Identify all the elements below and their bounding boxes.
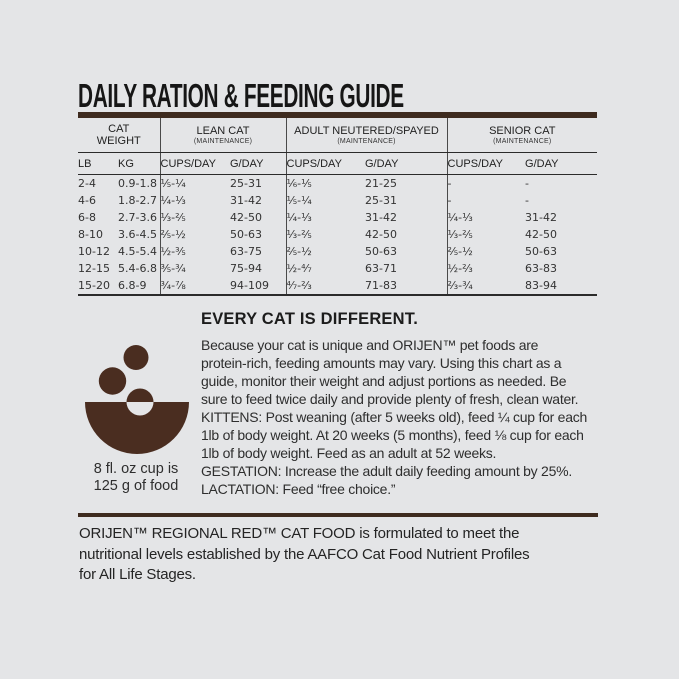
lean-cups: ¾-⅞: [159, 277, 230, 295]
every-cat-body: Because your cat is unique and ORIJEN™ p…: [201, 337, 588, 497]
table-row: 12-15 5.4-6.8 ⅗-¾ 75-94 ½-⁴⁄₇ 63-71 ½-⅔ …: [78, 260, 597, 277]
food-bowl-icon: [85, 345, 189, 454]
col-header-senior-g: G/DAY: [525, 152, 598, 175]
lb-range: 10-12: [78, 245, 110, 258]
col-header-adult-cups: CUPS/DAY: [285, 152, 365, 175]
lb-range: 15-20: [78, 279, 110, 292]
col-header-lb: LB: [78, 152, 118, 175]
col-header-lean-g: G/DAY: [230, 152, 286, 175]
senior-cups: ¼-⅓: [446, 209, 526, 226]
lean-cups: ⅓-⅖: [159, 209, 230, 226]
cat-weight-group-header: CAT WEIGHT: [78, 115, 160, 153]
senior-cups: ⅓-⅖: [446, 226, 526, 243]
col-header-senior-cups: CUPS/DAY: [446, 152, 526, 175]
lb-range: 12-15: [78, 262, 110, 275]
table-row: 2-4 0.9-1.8 ⅕-¼ 25-31 ⅙-⅕ 21-25 - -: [78, 174, 597, 192]
adult-g: 71-83: [365, 279, 397, 292]
lean-g: 25-31: [230, 177, 262, 190]
page-title: DAILY RATION & FEEDING GUIDE: [78, 77, 404, 114]
lean-g: 63-75: [230, 245, 262, 258]
senior-g: 42-50: [525, 228, 557, 241]
lean-g: 42-50: [230, 211, 262, 224]
table-row: 10-12 4.5-5.4 ½-⅗ 63-75 ⅖-½ 50-63 ⅖-½ 50…: [78, 243, 597, 260]
lb-range: 4-6: [78, 194, 96, 207]
adult-maintenance-label: (MAINTENANCE): [337, 137, 396, 145]
senior-maintenance-label: (MAINTENANCE): [493, 137, 552, 145]
lean-g: 50-63: [230, 228, 262, 241]
footer-divider: [78, 513, 598, 517]
adult-cups: ⅖-½: [285, 243, 365, 260]
table-row: 6-8 2.7-3.6 ⅓-⅖ 42-50 ¼-⅓ 31-42 ¼-⅓ 31-4…: [78, 209, 597, 226]
senior-g: 83-94: [525, 279, 557, 292]
lean-g: 94-109: [230, 279, 269, 292]
lb-range: 8-10: [78, 228, 103, 241]
group-header-row: CAT WEIGHT LEAN CAT (MAINTENANCE) ADULT …: [78, 115, 598, 153]
senior-g: 63-83: [525, 262, 557, 275]
lb-range: 2-4: [78, 177, 96, 190]
adult-cups: ⅙-⅕: [285, 174, 365, 192]
senior-g: 50-63: [525, 245, 557, 258]
adult-g: 42-50: [365, 228, 397, 241]
adult-g: 63-71: [365, 262, 397, 275]
lean-cups: ½-⅗: [159, 243, 230, 260]
senior-g: 31-42: [525, 211, 557, 224]
column-header-row: LB KG CUPS/DAY G/DAY CUPS/DAY G/DAY CUPS…: [78, 152, 598, 175]
senior-group-header: SENIOR CAT (MAINTENANCE): [446, 115, 598, 153]
aafco-statement: ORIJEN™ REGIONAL RED™ CAT FOOD is formul…: [79, 525, 530, 583]
adult-cups: ⁴⁄₇-⅔: [285, 277, 365, 295]
adult-cups: ⅕-¼: [285, 192, 365, 209]
senior-label: SENIOR CAT: [489, 124, 556, 137]
senior-cups: ⅔-¾: [446, 277, 526, 295]
senior-cups: -: [446, 192, 526, 209]
kg-range: 5.4-6.8: [118, 262, 157, 275]
lean-cups: ⅕-¼: [159, 174, 230, 192]
cup-measure-note: 8 fl. oz cup is 125 g of food: [93, 461, 179, 494]
adult-group-header: ADULT NEUTERED/SPAYED (MAINTENANCE): [285, 115, 448, 153]
kg-range: 4.5-5.4: [118, 245, 157, 258]
adult-g: 21-25: [365, 177, 397, 190]
col-header-adult-g: G/DAY: [365, 152, 448, 175]
lean-cups: ⅗-¾: [159, 260, 230, 277]
senior-cups: ⅖-½: [446, 243, 526, 260]
kg-range: 1.8-2.7: [118, 194, 157, 207]
lean-cups: ⅖-½: [159, 226, 230, 243]
senior-cups: -: [446, 174, 526, 192]
kg-range: 6.8-9: [118, 279, 147, 292]
lean-cups: ¼-⅓: [159, 192, 230, 209]
table-row: 8-10 3.6-4.5 ⅖-½ 50-63 ⅓-⅖ 42-50 ⅓-⅖ 42-…: [78, 226, 597, 243]
adult-cups: ¼-⅓: [285, 209, 365, 226]
lean-g: 75-94: [230, 262, 262, 275]
cat-weight-label: CAT WEIGHT: [96, 123, 141, 147]
adult-g: 31-42: [365, 211, 397, 224]
table-row: 4-6 1.8-2.7 ¼-⅓ 31-42 ⅕-¼ 25-31 - -: [78, 192, 597, 209]
feeding-table: CAT WEIGHT LEAN CAT (MAINTENANCE) ADULT …: [78, 112, 598, 296]
adult-cups: ⅓-⅖: [285, 226, 365, 243]
kg-range: 0.9-1.8: [118, 177, 157, 190]
lean-maintenance-label: (MAINTENANCE): [193, 137, 253, 145]
adult-g: 50-63: [365, 245, 397, 258]
senior-g: -: [525, 194, 529, 207]
every-cat-heading: EVERY CAT IS DIFFERENT.: [201, 310, 418, 328]
lean-cat-label: LEAN CAT: [196, 124, 250, 137]
col-header-lean-cups: CUPS/DAY: [159, 152, 230, 175]
kg-range: 3.6-4.5: [118, 228, 157, 241]
kg-range: 2.7-3.6: [118, 211, 157, 224]
adult-g: 25-31: [365, 194, 397, 207]
adult-cups: ½-⁴⁄₇: [285, 260, 365, 277]
table-row: 15-20 6.8-9 ¾-⅞ 94-109 ⁴⁄₇-⅔ 71-83 ⅔-¾ 8…: [78, 277, 597, 295]
senior-cups: ½-⅔: [446, 260, 526, 277]
lean-g: 31-42: [230, 194, 262, 207]
lean-cat-group-header: LEAN CAT (MAINTENANCE): [159, 115, 286, 153]
senior-g: -: [525, 177, 529, 190]
adult-label: ADULT NEUTERED/SPAYED: [294, 124, 439, 137]
lb-range: 6-8: [78, 211, 96, 224]
col-header-kg: KG: [118, 152, 160, 175]
